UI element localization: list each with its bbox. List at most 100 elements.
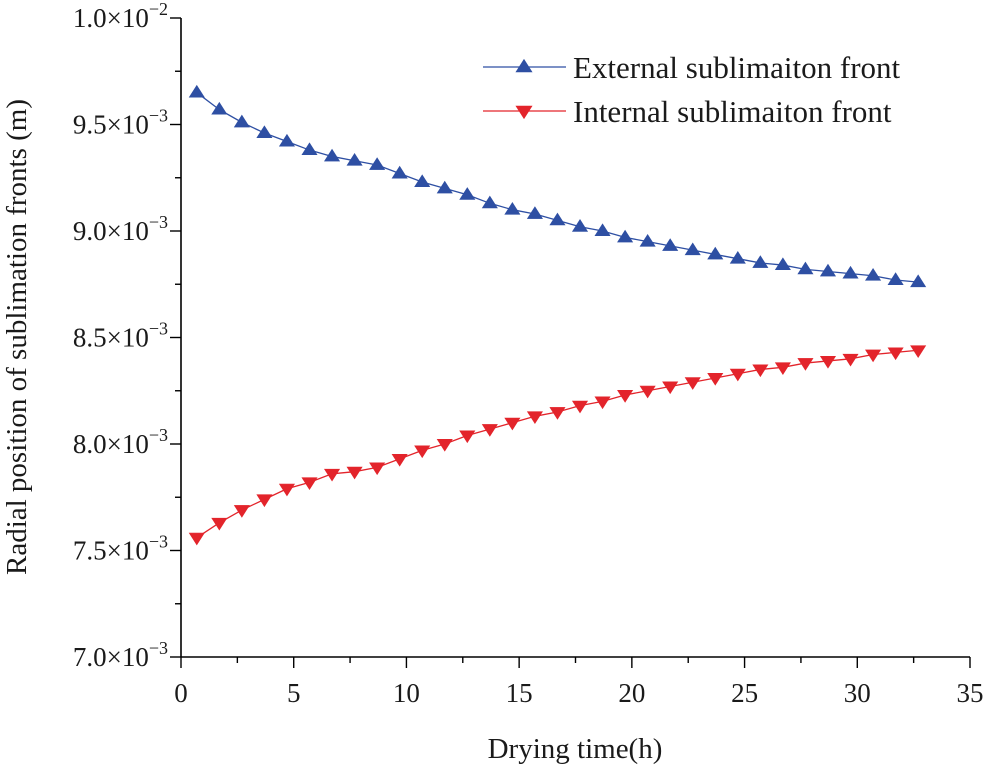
data-point: [639, 385, 656, 399]
series-internal: [188, 345, 927, 546]
y-tick-label: 8.0×10−3: [73, 425, 168, 459]
data-point: [301, 142, 318, 156]
data-point: [188, 532, 205, 546]
y-tick-times: ×10: [107, 3, 149, 33]
data-point: [617, 229, 634, 243]
data-point: [436, 439, 453, 452]
y-ticks: 7.0×10−37.5×10−38.0×10−38.5×10−39.0×10−3…: [73, 0, 181, 672]
data-point: [188, 84, 205, 98]
y-tick-mantissa: 7.5: [73, 536, 107, 566]
x-tick-label: 15: [506, 678, 533, 708]
y-tick-mantissa: 8.5: [73, 323, 107, 353]
data-point: [684, 242, 701, 256]
data-point: [887, 347, 904, 361]
data-point: [842, 353, 859, 367]
data-point: [256, 125, 273, 138]
data-point: [774, 362, 791, 376]
legend-marker: [515, 105, 533, 120]
data-point: [459, 430, 476, 444]
y-tick-times: ×10: [107, 110, 149, 140]
data-point: [752, 255, 769, 268]
data-point: [571, 400, 589, 414]
y-tick-exponent: −3: [149, 319, 168, 339]
x-tick-label: 20: [618, 678, 645, 708]
data-point: [662, 381, 679, 395]
data-point: [707, 246, 724, 260]
data-point: [887, 272, 904, 285]
x-tick-label: 25: [731, 678, 758, 708]
data-point: [526, 411, 543, 424]
data-point: [504, 417, 521, 431]
data-point: [865, 268, 882, 281]
data-point: [436, 180, 453, 194]
y-tick-mantissa: 9.5: [73, 110, 107, 140]
data-point: [369, 157, 386, 170]
data-point: [819, 263, 837, 277]
x-axis-title: Drying time(h): [488, 733, 663, 765]
data-point: [707, 373, 724, 386]
x-tick-label: 35: [957, 678, 984, 708]
y-tick-label: 7.0×10−3: [73, 638, 168, 672]
legend-item: Internal sublimaiton front: [483, 94, 892, 129]
series-layer: [188, 84, 927, 546]
data-point: [346, 153, 363, 166]
data-point: [459, 187, 476, 200]
data-point: [594, 396, 611, 410]
y-tick-times: ×10: [107, 323, 149, 353]
x-tick-label: 30: [844, 678, 871, 708]
y-tick-label: 9.5×10−3: [73, 106, 168, 140]
y-tick-times: ×10: [107, 536, 149, 566]
y-tick-mantissa: 7.0: [73, 642, 107, 672]
data-point: [391, 453, 408, 467]
y-tick-times: ×10: [107, 216, 149, 246]
data-point: [752, 364, 769, 378]
data-point: [233, 505, 250, 518]
data-point: [278, 483, 295, 497]
data-point: [481, 195, 498, 209]
data-point: [865, 349, 882, 363]
data-point: [639, 233, 656, 247]
data-point: [323, 468, 341, 482]
x-ticks: 0 5 10 15 20 25 30 35: [174, 657, 984, 708]
data-point: [211, 517, 228, 531]
data-point: [369, 462, 386, 476]
data-point: [729, 251, 746, 264]
series-line: [196, 349, 919, 539]
y-tick-label: 9.0×10−3: [73, 212, 168, 246]
x-tick-label: 0: [174, 678, 188, 708]
data-point: [211, 101, 228, 115]
data-point: [819, 355, 837, 369]
data-point: [256, 494, 273, 508]
data-point: [549, 407, 566, 420]
data-point: [662, 238, 679, 251]
data-point: [910, 274, 927, 288]
y-tick-exponent: −3: [149, 106, 168, 126]
legend: External sublimaiton front Internal subli…: [483, 50, 901, 129]
legend-marker: [515, 58, 533, 73]
data-point: [414, 445, 431, 459]
y-tick-mantissa: 9.0: [73, 216, 107, 246]
data-point: [481, 424, 498, 437]
legend-label: Internal sublimaiton front: [573, 94, 892, 129]
data-point: [323, 148, 341, 162]
data-point: [729, 368, 746, 382]
data-point: [414, 174, 431, 187]
y-tick-exponent: −3: [149, 532, 168, 552]
y-tick-mantissa: 8.0: [73, 429, 107, 459]
legend-item: External sublimaiton front: [483, 50, 901, 85]
y-axis-title: Radial position of sublimation fronts (m…: [1, 99, 33, 575]
data-point: [391, 165, 408, 179]
y-tick-exponent: −3: [149, 212, 168, 232]
data-point: [910, 345, 927, 358]
x-tick-label: 10: [393, 678, 420, 708]
data-point: [278, 133, 295, 147]
data-point: [504, 202, 521, 215]
data-point: [797, 261, 814, 275]
y-tick-mantissa: 1.0: [73, 3, 107, 33]
data-point: [774, 257, 791, 271]
data-point: [301, 477, 318, 491]
legend-label: External sublimaiton front: [573, 50, 901, 85]
y-tick-label: 1.0×10−2: [73, 0, 168, 33]
data-point: [617, 390, 634, 403]
